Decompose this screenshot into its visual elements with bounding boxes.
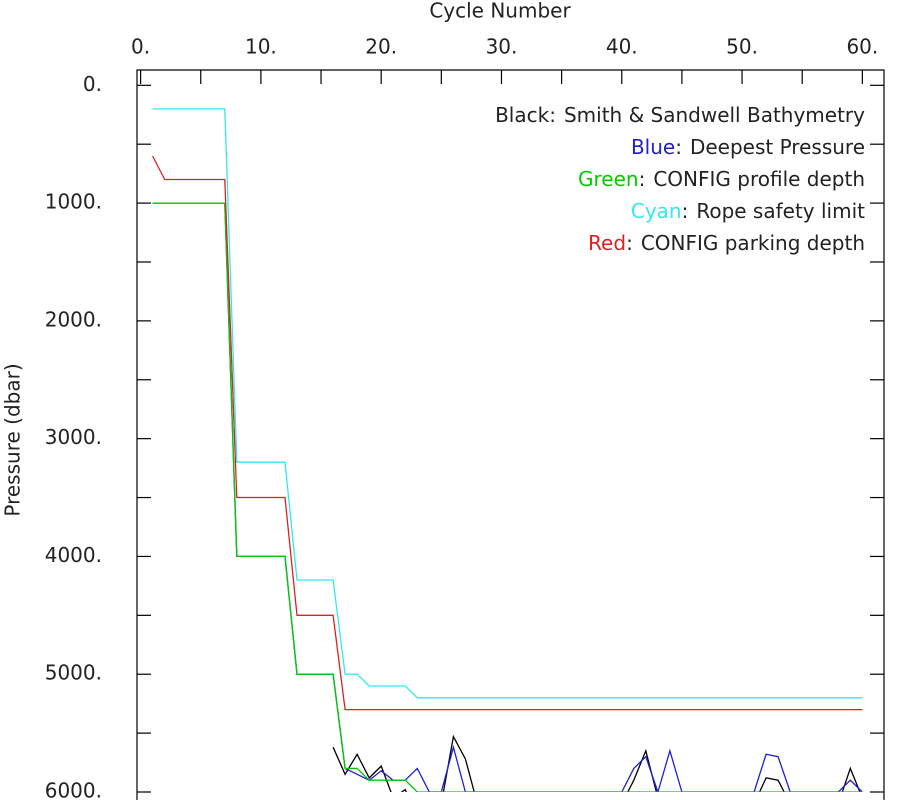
y-tick-label: 4000. xyxy=(45,543,102,567)
legend-color-word: Green xyxy=(578,167,639,191)
legend-entry: Blue: Deepest Pressure xyxy=(631,135,865,159)
legend-color-word: Black xyxy=(495,103,550,127)
frame xyxy=(136,69,885,800)
legend-entry: Cyan: Rope safety limit xyxy=(631,199,865,223)
legend-entry: Red: CONFIG parking depth xyxy=(588,231,865,255)
x-axis-label: Cycle Number xyxy=(429,0,571,23)
legend-entry: Green: CONFIG profile depth xyxy=(578,167,865,191)
x-tick-label: 60. xyxy=(846,35,878,59)
legend-color-word: Blue xyxy=(631,135,675,159)
series-line xyxy=(152,108,863,699)
y-tick-label: 5000. xyxy=(45,661,102,685)
x-tick-label: 20. xyxy=(365,35,397,59)
series-line xyxy=(152,155,863,711)
legend-separator: : xyxy=(682,199,689,223)
plot-area xyxy=(152,108,863,792)
legend-separator: : xyxy=(639,167,646,191)
x-tick-label: 50. xyxy=(726,35,758,59)
x-tick-label: 0. xyxy=(131,35,150,59)
legend-separator: : xyxy=(549,103,556,127)
legend-separator: : xyxy=(675,135,682,159)
legend-color-word: Cyan xyxy=(631,199,682,223)
legend-color-word: Red xyxy=(588,231,626,255)
legend-entry: Black: Smith & Sandwell Bathymetry xyxy=(495,103,865,127)
x-tick-label: 30. xyxy=(486,35,518,59)
x-tick-label: 40. xyxy=(606,35,638,59)
y-tick-label: 6000. xyxy=(45,779,102,800)
y-tick-label: 1000. xyxy=(45,190,102,214)
y-axis-label: Pressure (dbar) xyxy=(1,363,25,516)
legend-label: CONFIG profile depth xyxy=(653,167,865,191)
x-tick-label: 10. xyxy=(245,35,277,59)
y-tick-label: 0. xyxy=(83,72,102,96)
legend-separator: : xyxy=(626,231,633,255)
legend-label: Rope safety limit xyxy=(696,199,865,223)
series-line xyxy=(332,734,861,792)
legend-label: CONFIG parking depth xyxy=(641,231,865,255)
series-line xyxy=(152,202,863,792)
y-tick-label: 3000. xyxy=(45,425,102,449)
legend-label: Smith & Sandwell Bathymetry xyxy=(564,103,865,127)
y-tick-label: 2000. xyxy=(45,307,102,331)
legend-label: Deepest Pressure xyxy=(690,135,865,159)
